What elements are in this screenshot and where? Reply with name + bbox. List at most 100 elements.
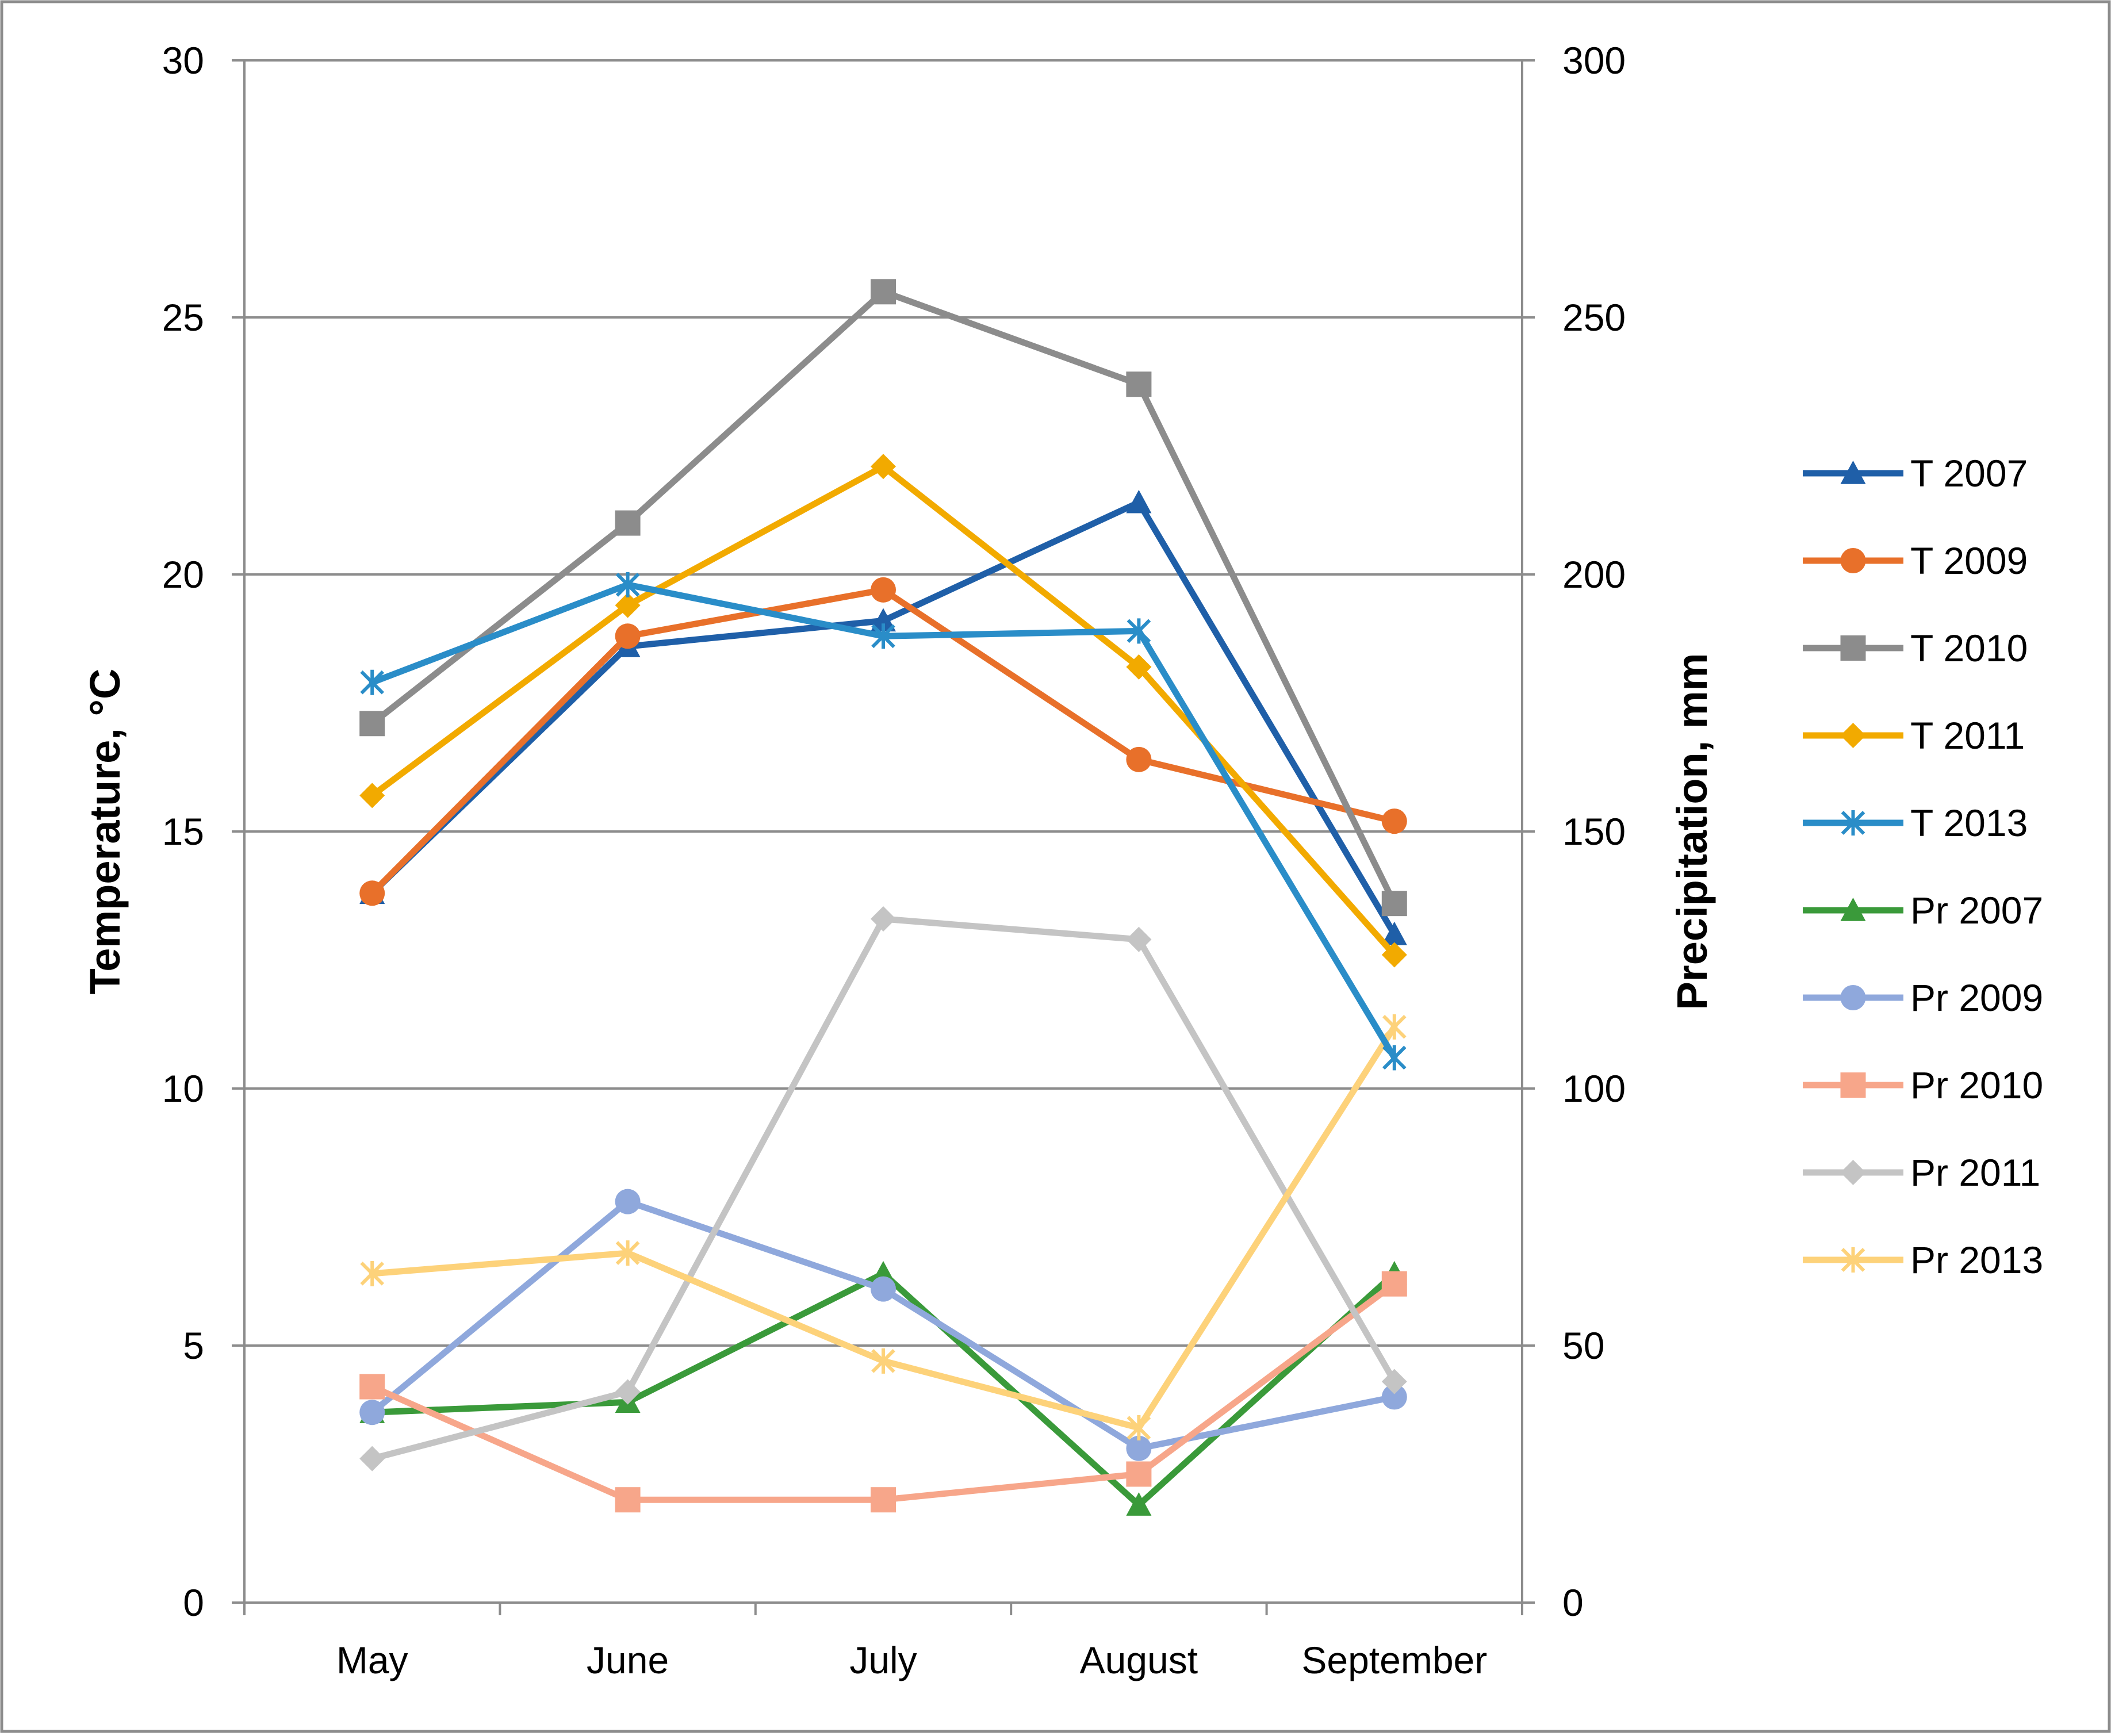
data-point-pr-2010 [1126, 1461, 1152, 1487]
data-point-t-2009 [615, 623, 641, 649]
data-point-t-2010 [871, 279, 896, 305]
data-point-pr-2009 [615, 1189, 641, 1214]
legend-label: T 2010 [1910, 627, 2028, 669]
data-point-t-2010 [359, 711, 385, 737]
data-point-t-2011 [1126, 654, 1152, 680]
legend-item-t-2007: T 2007 [1803, 452, 2028, 495]
legend-marker [1840, 985, 1866, 1010]
data-point-pr-2011 [871, 906, 896, 932]
legend-marker [1840, 1160, 1866, 1185]
right-tick-label: 300 [1562, 39, 1626, 82]
series-pr-2010 [359, 1271, 1407, 1513]
data-point-t-2009 [1381, 808, 1407, 834]
legend-marker [1841, 1247, 1865, 1273]
series-pr-2011 [359, 906, 1407, 1471]
data-point-pr-2011 [615, 1379, 641, 1405]
data-point-pr-2013 [871, 1348, 895, 1374]
x-tick-label: August [1080, 1639, 1198, 1681]
data-point-t-2007 [871, 608, 896, 632]
legend-item-pr-2010: Pr 2010 [1803, 1064, 2043, 1106]
data-point-pr-2010 [1381, 1271, 1407, 1297]
data-point-pr-2013 [1382, 1014, 1407, 1040]
legend-label: T 2011 [1910, 714, 2025, 757]
data-point-pr-2010 [615, 1487, 641, 1513]
data-point-t-2011 [359, 783, 385, 808]
data-point-t-2011 [871, 454, 896, 480]
right-tick-label: 250 [1562, 296, 1626, 339]
data-point-t-2009 [359, 880, 385, 906]
right-tick-label: 50 [1562, 1324, 1604, 1367]
data-point-t-2010 [615, 510, 641, 536]
data-point-t-2009 [871, 577, 896, 603]
data-point-t-2007 [1126, 489, 1152, 513]
left-tick-label: 20 [162, 553, 204, 596]
legend-marker [1840, 1072, 1866, 1098]
data-point-t-2009 [1126, 746, 1152, 772]
right-tick-label: 100 [1562, 1067, 1626, 1110]
right-tick-label: 0 [1562, 1581, 1584, 1624]
x-tick-label: May [336, 1639, 408, 1681]
series-t-2011 [359, 454, 1407, 968]
right-axis-title: Precipitation, mm [1668, 653, 1716, 1010]
legend-item-pr-2007: Pr 2007 [1803, 889, 2043, 932]
legend-label: Pr 2007 [1910, 889, 2043, 932]
legend: T 2007 T 2009 T 2010 T 2011 T 2013 Pr 2007 Pr … [1803, 452, 2043, 1281]
legend-label: Pr 2011 [1910, 1151, 2040, 1194]
data-point-pr-2013 [615, 1240, 640, 1266]
series-t-2007 [359, 489, 1407, 945]
legend-marker [1840, 461, 1866, 484]
data-point-t-2007 [1381, 921, 1407, 945]
left-tick-label: 10 [162, 1067, 204, 1110]
data-point-pr-2009 [1381, 1384, 1407, 1410]
data-point-pr-2007 [1126, 1492, 1152, 1516]
legend-label: T 2013 [1910, 802, 2028, 844]
right-tick-label: 150 [1562, 810, 1626, 853]
legend-item-t-2013: T 2013 [1803, 802, 2028, 844]
data-point-t-2010 [1381, 891, 1407, 917]
data-point-pr-2010 [871, 1487, 896, 1513]
data-point-pr-2009 [1126, 1435, 1152, 1461]
data-point-pr-2013 [360, 1260, 385, 1286]
series-pr-2013 [360, 1014, 1407, 1441]
right-tick-label: 200 [1562, 553, 1626, 596]
legend-item-t-2009: T 2009 [1803, 539, 2028, 582]
legend-item-pr-2013: Pr 2013 [1803, 1239, 2043, 1281]
left-tick-label: 25 [162, 296, 204, 339]
legend-label: Pr 2009 [1910, 976, 2043, 1019]
legend-label: T 2009 [1910, 539, 2028, 582]
legend-marker [1840, 635, 1866, 661]
data-point-t-2011 [1381, 942, 1407, 968]
data-point-pr-2011 [1126, 926, 1152, 952]
data-point-t-2010 [1126, 371, 1152, 397]
legend-item-pr-2009: Pr 2009 [1803, 976, 2043, 1019]
legend-marker [1840, 723, 1866, 748]
legend-item-t-2011: T 2011 [1803, 714, 2025, 757]
legend-marker [1840, 898, 1866, 921]
legend-label: Pr 2010 [1910, 1064, 2043, 1106]
data-point-pr-2013 [1127, 1415, 1151, 1441]
legend-item-pr-2011: Pr 2011 [1803, 1151, 2040, 1194]
left-axis-title: Temperature, °C [81, 669, 129, 995]
x-tick-label: July [849, 1639, 917, 1681]
x-tick-label: June [587, 1639, 669, 1681]
data-point-t-2013 [1127, 618, 1151, 644]
legend-item-t-2010: T 2010 [1803, 627, 2028, 669]
data-point-pr-2010 [359, 1374, 385, 1400]
left-tick-label: 15 [162, 810, 204, 853]
legend-label: T 2007 [1910, 452, 2028, 495]
left-tick-label: 30 [162, 39, 204, 82]
series-t-2009 [359, 577, 1407, 906]
series-t-2013 [360, 572, 1407, 1071]
series-t-2010 [359, 279, 1407, 917]
series-layer [359, 279, 1407, 1516]
legend-marker [1841, 810, 1865, 836]
left-tick-label: 5 [183, 1324, 204, 1367]
series-pr-2009 [359, 1189, 1407, 1461]
data-point-t-2013 [871, 623, 895, 649]
left-tick-label: 0 [183, 1581, 204, 1624]
data-point-pr-2011 [1381, 1369, 1407, 1394]
axes: 0 0 5 50 10 100 15 150 20 200 25 250 30 300 May June Jul… [81, 39, 1716, 1681]
